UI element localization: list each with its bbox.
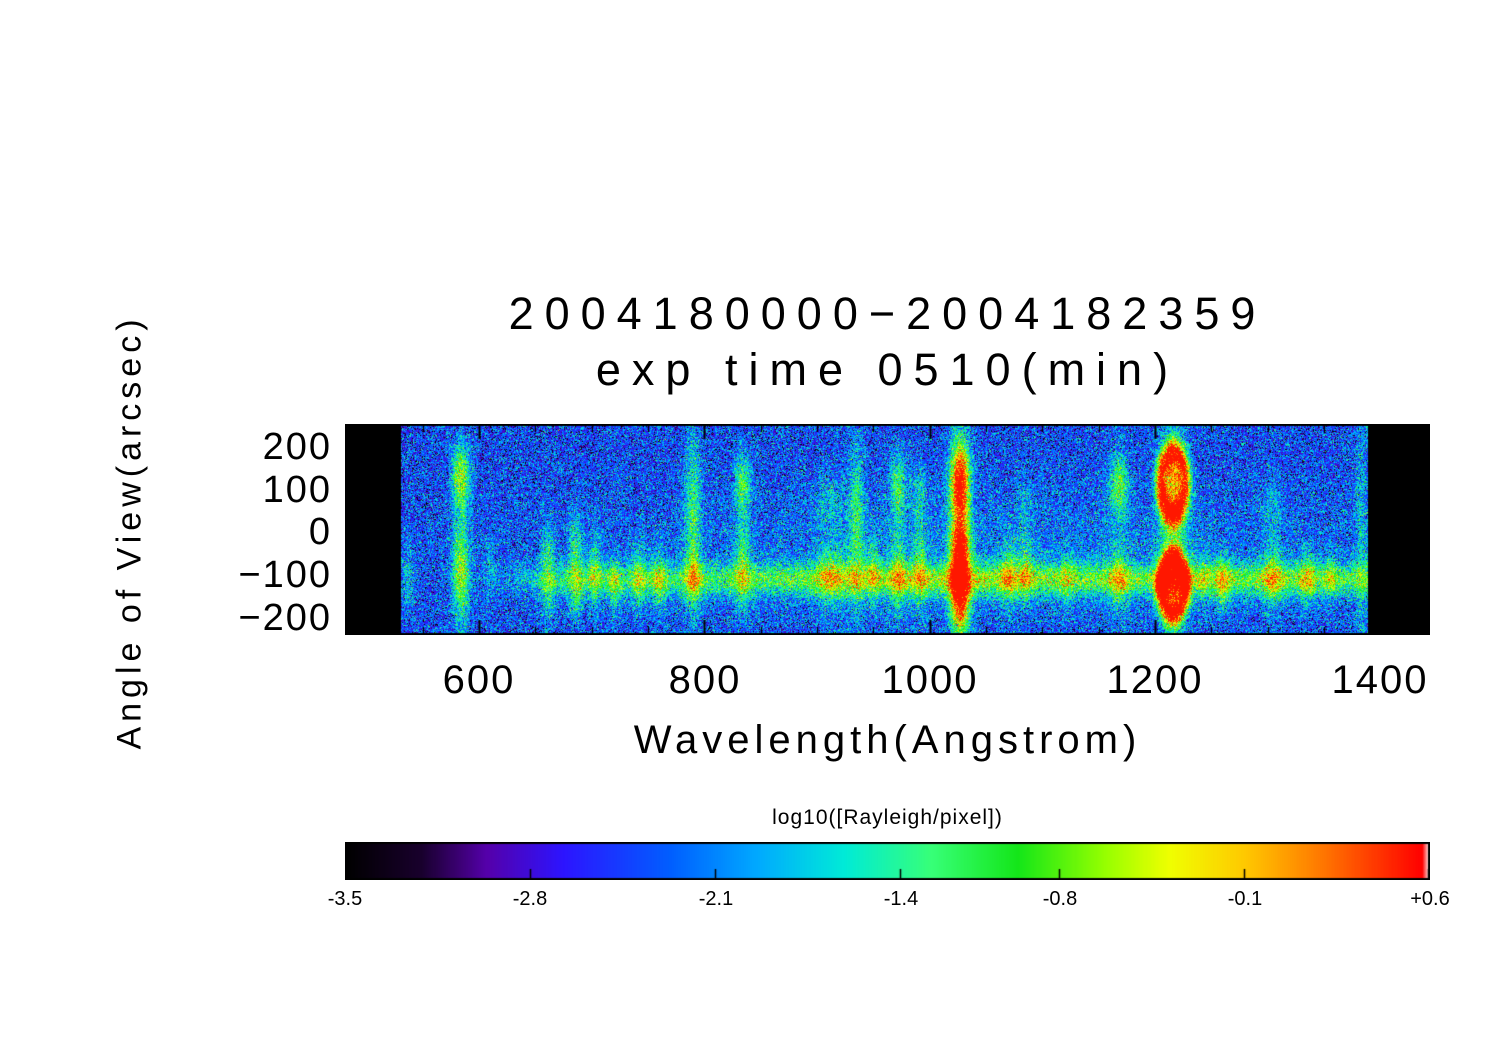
y-tick-label: 100 — [262, 469, 332, 511]
plot-title-line2: exp time 0510(min) — [595, 344, 1180, 395]
plot-title-line1: 2004180000−2004182359 — [508, 288, 1267, 339]
y-tick-label: −200 — [238, 597, 332, 639]
colorbar-tick-label: +0.6 — [1410, 888, 1450, 910]
y-tick-label: 0 — [308, 511, 332, 553]
x-tick-label: 800 — [668, 658, 742, 702]
spectrogram-heatmap — [345, 424, 1430, 635]
y-tick-label: 200 — [262, 426, 332, 468]
x-tick-label: 600 — [442, 658, 516, 702]
colorbar — [345, 842, 1430, 880]
colorbar-tick-label: -0.1 — [1227, 888, 1263, 910]
colorbar-tick-label: -2.1 — [698, 888, 734, 910]
colorbar-tick-label: -0.8 — [1042, 888, 1078, 910]
x-tick-label: 1200 — [1106, 658, 1204, 702]
y-tick-label: −100 — [238, 554, 332, 596]
x-axis-label: Wavelength(Angstrom) — [633, 718, 1142, 762]
colorbar-label: log10([Rayleigh/pixel]) — [772, 806, 1003, 829]
colorbar-tick-label: -3.5 — [327, 888, 363, 910]
y-axis-label: Angle of View(arcsec) — [110, 314, 149, 750]
x-tick-label: 1000 — [881, 658, 979, 702]
x-tick-label: 1400 — [1331, 658, 1429, 702]
colorbar-tick-label: -1.4 — [883, 888, 919, 910]
colorbar-tick-label: -2.8 — [512, 888, 548, 910]
